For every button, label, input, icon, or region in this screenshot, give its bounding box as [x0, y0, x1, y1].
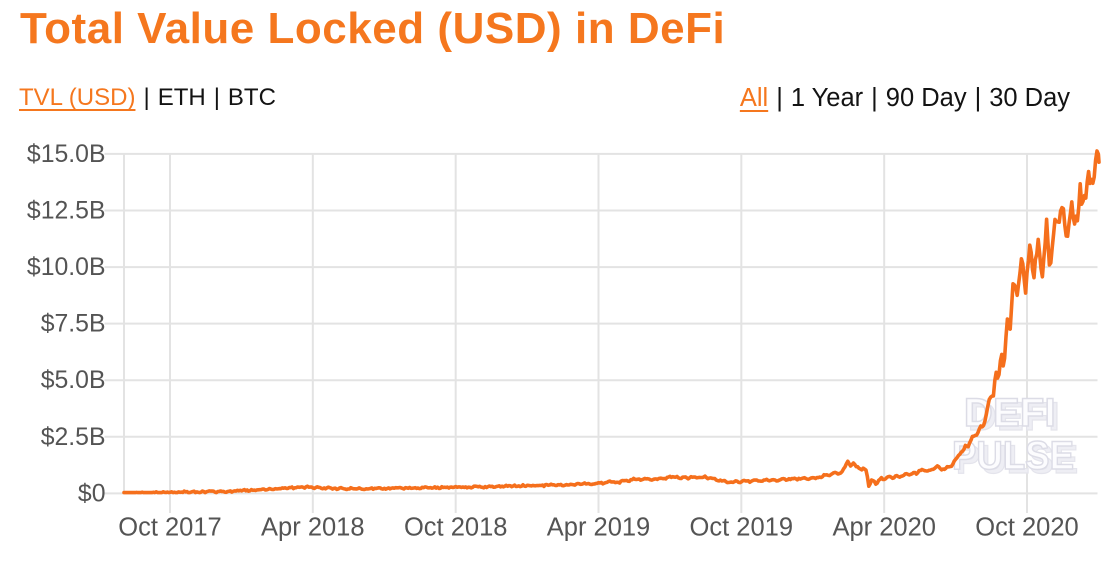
- svg-text:Oct 2020: Oct 2020: [975, 514, 1078, 542]
- svg-text:Oct 2018: Oct 2018: [404, 514, 507, 542]
- svg-text:Oct 2019: Oct 2019: [690, 514, 793, 542]
- svg-text:$10.0B: $10.0B: [27, 254, 106, 281]
- svg-text:Oct 2017: Oct 2017: [118, 514, 221, 542]
- svg-text:$15.0B: $15.0B: [27, 141, 106, 168]
- svg-text:$0: $0: [78, 480, 106, 507]
- svg-text:$12.5B: $12.5B: [27, 198, 106, 225]
- svg-text:$5.0B: $5.0B: [41, 367, 106, 394]
- svg-text:Apr 2019: Apr 2019: [547, 514, 651, 542]
- svg-text:Apr 2020: Apr 2020: [832, 514, 936, 542]
- svg-text:DEFI: DEFI: [964, 391, 1056, 435]
- svg-text:DEFI: DEFI: [968, 395, 1060, 439]
- svg-text:Apr 2018: Apr 2018: [261, 514, 365, 542]
- svg-text:$7.5B: $7.5B: [41, 311, 106, 338]
- svg-text:PULSE: PULSE: [956, 438, 1078, 482]
- svg-text:$2.5B: $2.5B: [41, 424, 106, 451]
